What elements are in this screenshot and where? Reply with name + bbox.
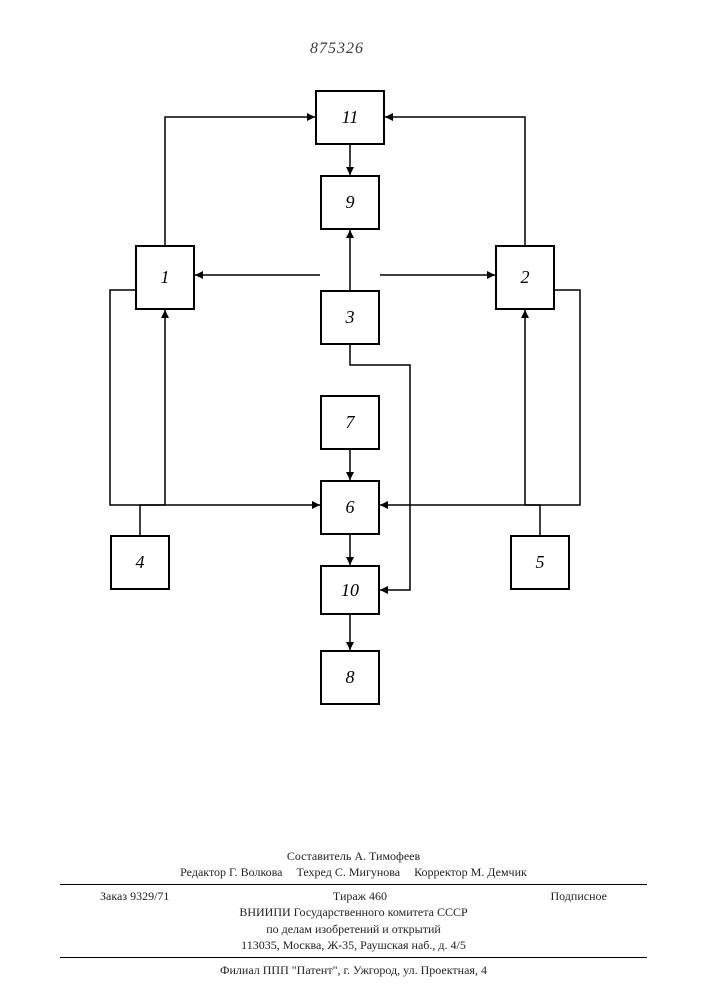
divider-1	[60, 884, 647, 885]
compiler-label: Составитель	[287, 849, 351, 863]
page-container: 875326 11 9 1 2 3 7 6 4 5 10 8 Составитель А. Тимо…	[0, 0, 707, 1000]
flowchart-node-n10: 10	[320, 565, 380, 615]
document-number: 875326	[310, 40, 364, 58]
org-line1: ВНИИПИ Государственного комитета СССР	[60, 904, 647, 920]
org-addr: 113035, Москва, Ж-35, Раушская наб., д. …	[60, 937, 647, 953]
tirage: Тираж 460	[333, 889, 387, 904]
flowchart-node-n7: 7	[320, 395, 380, 450]
footer-block: Составитель А. Тимофеев Редактор Г. Волк…	[60, 848, 647, 978]
order-row: Заказ 9329/71 Тираж 460 Подписное	[60, 889, 647, 904]
credits-row: Редактор Г. Волкова Техред С. Мигунова К…	[60, 864, 647, 880]
compiler-line: Составитель А. Тимофеев	[60, 848, 647, 864]
flowchart-node-n9: 9	[320, 175, 380, 230]
flowchart-node-n5: 5	[510, 535, 570, 590]
corrector: Корректор М. Демчик	[414, 864, 527, 880]
flowchart-node-n6: 6	[320, 480, 380, 535]
editor: Редактор Г. Волкова	[180, 864, 282, 880]
flowchart-node-n1: 1	[135, 245, 195, 310]
techred: Техред С. Мигунова	[297, 864, 401, 880]
flowchart-node-n11: 11	[315, 90, 385, 145]
order: Заказ 9329/71	[100, 889, 169, 904]
branch-line: Филиал ППП "Патент", г. Ужгород, ул. Про…	[60, 962, 647, 978]
compiler-name: А. Тимофеев	[354, 849, 420, 863]
org-line2: по делам изобретений и открытий	[60, 921, 647, 937]
flowchart-node-n3: 3	[320, 290, 380, 345]
flowchart-node-n2: 2	[495, 245, 555, 310]
divider-2	[60, 957, 647, 958]
flowchart-node-n8: 8	[320, 650, 380, 705]
subscription: Подписное	[550, 889, 607, 904]
flowchart-node-n4: 4	[110, 535, 170, 590]
